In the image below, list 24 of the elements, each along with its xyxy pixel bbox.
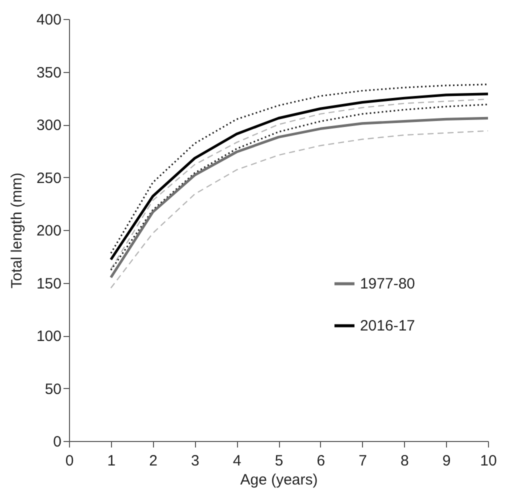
y-tick-label: 150 — [36, 275, 62, 292]
y-tick-label: 350 — [36, 64, 62, 82]
y-tick-label: 50 — [44, 380, 62, 398]
legend-label: 1977-80 — [360, 276, 416, 293]
x-tick-label: 1 — [107, 452, 116, 470]
x-tick-label: 5 — [274, 452, 284, 470]
y-tick-label: 250 — [36, 170, 62, 187]
legend-label: 2016-17 — [360, 318, 416, 335]
x-tick-label: 4 — [232, 452, 242, 470]
y-tick-label: 200 — [36, 222, 62, 240]
x-tick-label: 6 — [316, 452, 326, 470]
x-tick-label: 0 — [65, 452, 74, 470]
x-tick-label: 3 — [191, 452, 200, 470]
y-tick-label: 0 — [53, 434, 62, 450]
x-tick-label: 9 — [442, 452, 451, 470]
x-tick-label: 7 — [358, 452, 367, 470]
x-axis-title: Age (years) — [240, 472, 318, 488]
y-tick-label: 300 — [36, 117, 62, 134]
y-tick-label: 100 — [36, 328, 62, 345]
y-axis-title: Total length (mm) — [8, 172, 26, 288]
x-tick-label: 10 — [480, 452, 497, 470]
x-tick-label: 2 — [149, 452, 158, 470]
y-tick-label: 400 — [36, 12, 62, 28]
x-tick-label: 8 — [400, 452, 409, 470]
